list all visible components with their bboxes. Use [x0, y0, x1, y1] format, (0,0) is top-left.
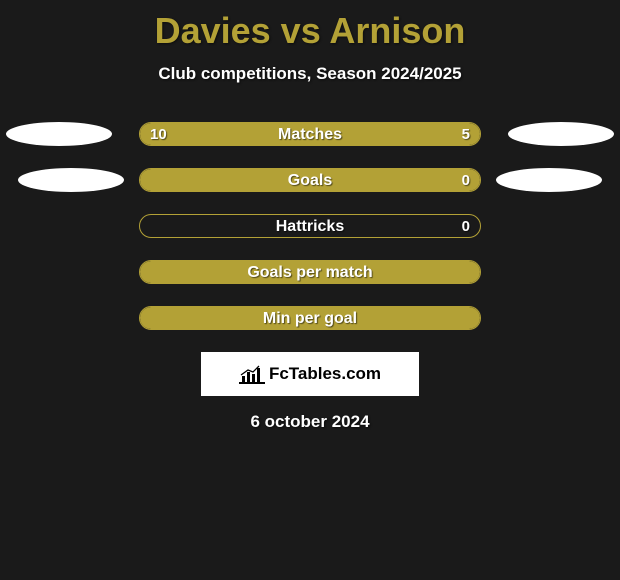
bar-track: 10 Matches 5: [139, 122, 481, 146]
stat-row-matches: 10 Matches 5: [0, 122, 620, 146]
bar-track: Goals 0: [139, 168, 481, 192]
brand-box: FcTables.com: [201, 352, 419, 396]
stat-row-min-per-goal: Min per goal: [0, 306, 620, 330]
player-left-ellipse: [6, 122, 112, 146]
bar-left-fill: [140, 261, 480, 283]
subtitle: Club competitions, Season 2024/2025: [0, 64, 620, 84]
infographic-container: Davies vs Arnison Club competitions, Sea…: [0, 0, 620, 580]
page-title: Davies vs Arnison: [0, 0, 620, 52]
stats-block: 10 Matches 5 Goals 0: [0, 122, 620, 330]
stat-row-goals: Goals 0: [0, 168, 620, 192]
bar-left-fill: [140, 307, 480, 329]
bar-track: Goals per match: [139, 260, 481, 284]
date-text: 6 october 2024: [0, 412, 620, 432]
player-left-ellipse: [18, 168, 124, 192]
bar-value-right: 0: [462, 215, 470, 238]
player-right-ellipse: [496, 168, 602, 192]
bar-label: Hattricks: [140, 215, 480, 238]
brand-text: FcTables.com: [269, 364, 381, 384]
stat-row-goals-per-match: Goals per match: [0, 260, 620, 284]
bar-right-fill: [367, 123, 480, 145]
player-right-ellipse: [508, 122, 614, 146]
stat-row-hattricks: Hattricks 0: [0, 214, 620, 238]
bar-left-fill: [140, 169, 480, 191]
bar-track: Hattricks 0: [139, 214, 481, 238]
bar-track: Min per goal: [139, 306, 481, 330]
barchart-icon: [239, 364, 265, 384]
bar-left-fill: [140, 123, 367, 145]
